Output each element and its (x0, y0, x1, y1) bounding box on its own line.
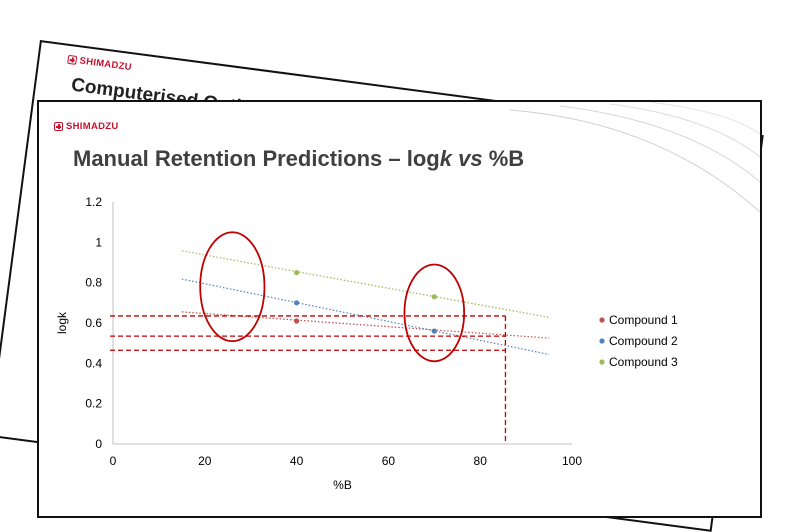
x-axis-label: %B (333, 478, 352, 492)
slide-title: Manual Retention Predictions – logk vs %… (73, 146, 524, 172)
slide-title-part1: Manual Retention Predictions – log (73, 146, 440, 171)
shimadzu-logo-text: SHIMADZU (78, 55, 133, 74)
trendline (181, 250, 550, 318)
legend-marker (599, 317, 605, 323)
x-tick-label: 60 (382, 454, 396, 468)
x-tick-label: 40 (290, 454, 304, 468)
trendline (181, 278, 550, 356)
trendline (181, 311, 550, 339)
y-axis-label: logk (55, 311, 69, 334)
x-tick-label: 80 (474, 454, 488, 468)
foreground-slide: SHIMADZU Manual Retention Predictions – … (37, 100, 762, 518)
x-tick-label: 0 (110, 454, 117, 468)
y-tick-label: 0.8 (85, 276, 102, 290)
shimadzu-logo: SHIMADZU (67, 54, 132, 73)
y-tick-label: 1.2 (85, 195, 102, 209)
slide-title-vs: vs (458, 146, 483, 171)
y-tick-label: 0.6 (85, 316, 102, 330)
legend-label: Compound 1 (609, 313, 678, 327)
data-point (431, 328, 437, 334)
shimadzu-logo-text: SHIMADZU (66, 121, 119, 132)
shimadzu-logo: SHIMADZU (54, 121, 119, 132)
legend-label: Compound 2 (609, 334, 678, 348)
annotation-ellipse (403, 263, 466, 363)
shimadzu-logo-icon (67, 54, 78, 65)
data-point (294, 300, 300, 306)
x-tick-label: 20 (198, 454, 212, 468)
y-tick-label: 0.4 (85, 356, 102, 370)
legend-marker (599, 359, 605, 365)
annotation-ellipse (199, 231, 266, 343)
y-tick-label: 0.2 (85, 397, 102, 411)
y-tick-label: 0 (95, 437, 102, 451)
decorative-swoosh-lines (509, 102, 760, 213)
y-tick-label: 1 (95, 235, 102, 249)
data-point (294, 318, 300, 324)
x-tick-label: 100 (562, 454, 582, 468)
slide-title-part3: %B (482, 146, 525, 171)
chart: 0 0.2 0.4 0.6 0.8 1 1.2 0 20 40 60 80 100 %B logk Compo… (55, 195, 678, 492)
slide-title-k: k (439, 146, 452, 171)
legend-marker (599, 338, 605, 344)
shimadzu-logo-icon (54, 122, 63, 131)
data-point (431, 294, 437, 300)
legend-label: Compound 3 (609, 355, 678, 369)
data-point (294, 269, 300, 276)
